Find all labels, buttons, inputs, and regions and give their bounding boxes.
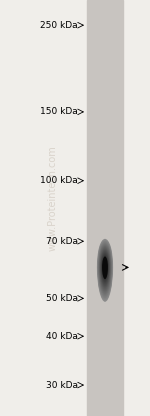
Ellipse shape [97,240,113,300]
Text: 150 kDa: 150 kDa [40,107,78,116]
Ellipse shape [102,256,108,279]
Text: www.Proteintech.com: www.Proteintech.com [48,146,57,251]
Ellipse shape [103,259,107,276]
Ellipse shape [102,256,108,279]
Text: 30 kDa: 30 kDa [46,381,78,389]
Text: 100 kDa: 100 kDa [40,176,78,185]
Text: 50 kDa: 50 kDa [46,294,78,303]
Ellipse shape [98,243,112,297]
Ellipse shape [102,255,108,282]
Ellipse shape [98,243,112,295]
Ellipse shape [103,260,107,275]
Ellipse shape [104,262,106,272]
Ellipse shape [99,246,111,292]
Ellipse shape [100,250,110,287]
Ellipse shape [101,253,109,282]
Ellipse shape [100,250,110,286]
Ellipse shape [104,263,106,272]
Text: 70 kDa: 70 kDa [46,237,78,246]
Ellipse shape [99,244,111,295]
Ellipse shape [102,255,108,280]
Ellipse shape [101,253,109,284]
Ellipse shape [102,258,108,278]
Ellipse shape [103,258,107,277]
Ellipse shape [104,265,106,270]
Ellipse shape [100,249,110,288]
Text: 40 kDa: 40 kDa [46,332,78,341]
Ellipse shape [101,252,109,285]
Text: 250 kDa: 250 kDa [40,21,78,30]
Ellipse shape [104,264,106,270]
Ellipse shape [98,242,112,298]
Ellipse shape [98,240,112,299]
Polygon shape [87,0,123,416]
Ellipse shape [99,247,111,291]
Ellipse shape [99,245,111,293]
Ellipse shape [103,261,107,274]
Ellipse shape [100,248,110,290]
Ellipse shape [97,239,113,302]
